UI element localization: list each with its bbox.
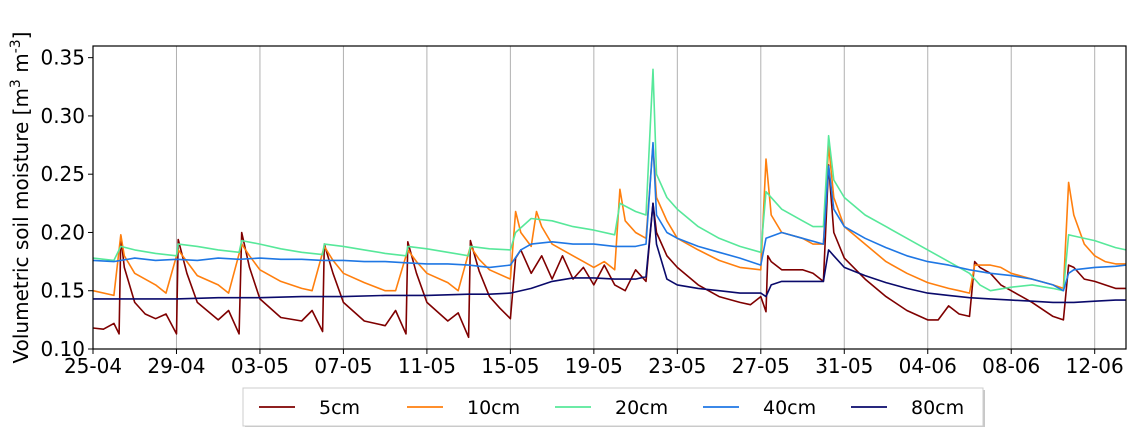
x-tick-label: 23-05 (648, 354, 706, 378)
series-line-10cm (92, 144, 1126, 297)
series-line-40cm (92, 141, 1127, 292)
y-tick-label: 0.15 (40, 279, 85, 303)
x-tick-label: 29-04 (147, 354, 205, 378)
x-tick-label: 31-05 (815, 354, 873, 378)
plot-frame (92, 45, 1127, 350)
x-tick-label: 19-05 (565, 354, 623, 378)
axis-ticks: 25-04 29-04 03-05 07-05 11-05 15-05 19-05 23-05… (40, 46, 1123, 378)
x-tick-label: 12-06 (1066, 354, 1124, 378)
legend-label-80cm: 80cm (911, 397, 964, 419)
series-line-20cm (92, 68, 1127, 292)
y-axis-label: Volumetric soil moisture [m3 m-3] (8, 32, 33, 364)
series-line-5cm (92, 164, 1126, 339)
legend-label-10cm: 10cm (467, 397, 520, 419)
y-tick-label: 0.20 (40, 220, 85, 244)
series-line-80cm (93, 202, 1126, 304)
x-tick-label: 08-06 (982, 354, 1040, 378)
y-tick-label: 0.30 (40, 104, 85, 128)
x-tick-label: 07-05 (314, 354, 372, 378)
legend-label-20cm: 20cm (615, 397, 668, 419)
legend-label-5cm: 5cm (319, 397, 360, 419)
x-tick-label: 04-06 (899, 354, 957, 378)
x-tick-label: 27-05 (732, 354, 790, 378)
legend-label-40cm: 40cm (763, 397, 816, 419)
y-tick-label: 0.35 (40, 46, 85, 70)
x-tick-label: 25-04 (64, 354, 122, 378)
y-tick-label: 0.25 (40, 162, 85, 186)
grid-lines (175, 46, 1096, 349)
plot-series (92, 68, 1127, 339)
x-tick-label: 03-05 (231, 354, 289, 378)
legend: 5cm 10cm 20cm 40cm 80cm (242, 387, 985, 427)
x-tick-label: 15-05 (481, 354, 539, 378)
y-tick-label: 0.10 (40, 337, 85, 361)
x-tick-label: 11-05 (398, 354, 456, 378)
